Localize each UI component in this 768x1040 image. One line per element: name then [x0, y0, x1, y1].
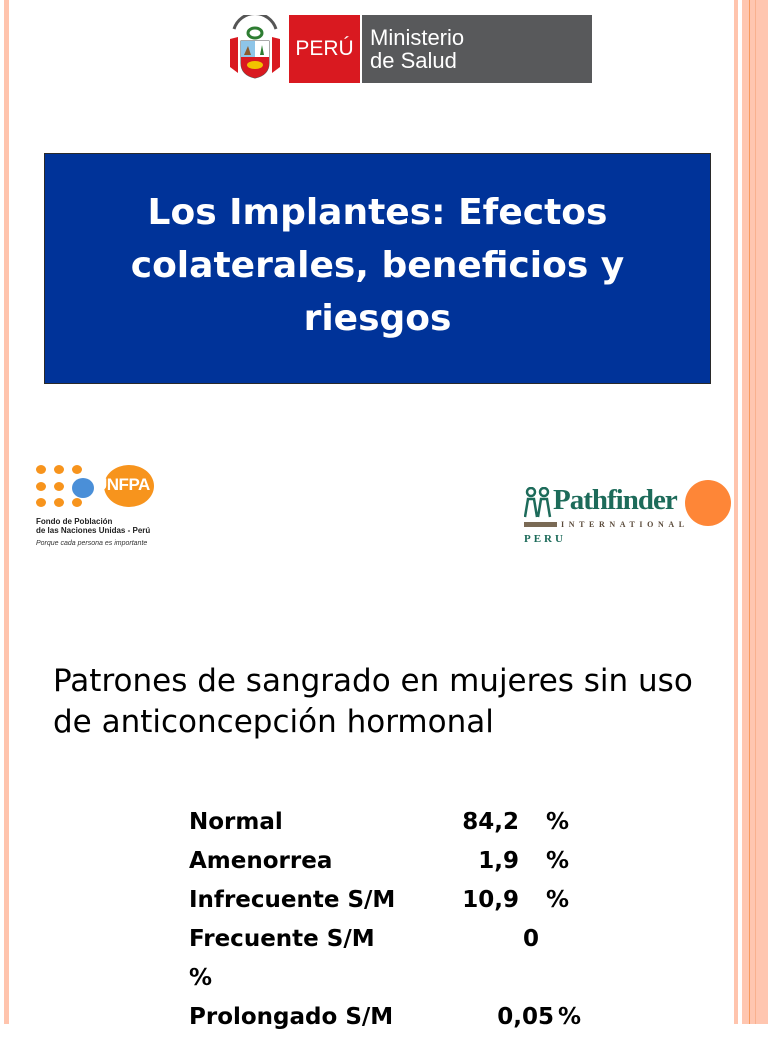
pathfinder-wordmark: Pathfinder [553, 484, 678, 516]
decorative-orange-circle [685, 480, 731, 526]
unfpa-wordmark: UNFPA [95, 475, 150, 494]
stat-label: Prolongado S/M [189, 1004, 394, 1030]
logo-dot [36, 482, 46, 491]
ministry-of-health-logo: PERÚ Ministerio de Salud [224, 12, 592, 83]
unfpa-name-line-2: de las Naciones Unidas - Perú [36, 526, 151, 535]
pathfinder-international: INTERNATIONAL [561, 520, 689, 529]
stat-label: Frecuente S/M [189, 926, 375, 952]
country-label: PERÚ [295, 37, 354, 60]
ministry-line-1: Ministerio [370, 25, 465, 50]
stat-label: Infrecuente S/M [189, 887, 396, 913]
logo-dot [36, 465, 46, 474]
pathfinder-figures-icon [523, 486, 552, 525]
stat-label: Normal [189, 809, 283, 835]
unfpa-logo: UNFPA Fondo de Población de las Naciones… [34, 463, 204, 553]
title-box: Los Implantes: Efectos colaterales, bene… [44, 153, 711, 384]
stat-value: 1,9 [478, 848, 519, 874]
logo-dot [72, 498, 82, 507]
right-border-line [749, 0, 750, 1024]
logo-dot [36, 498, 46, 507]
unfpa-name-line-1: Fondo de Población [36, 517, 113, 526]
un-emblem-icon [72, 478, 94, 498]
unfpa-oval [104, 465, 154, 507]
logo-dot [54, 482, 64, 491]
stat-unit: % [546, 848, 570, 874]
logo-dot [72, 465, 82, 474]
left-border-stripe [4, 0, 9, 1024]
pathfinder-logo: Pathfinder INTERNATIONAL PERU [523, 484, 684, 548]
peru-coat-of-arms-icon [224, 12, 286, 83]
stat-value: 0,05 [497, 1004, 554, 1030]
stat-value: 10,9 [462, 887, 519, 913]
unfpa-tagline: Porque cada persona es importante [36, 540, 148, 547]
content-subtitle: Patrones de sangrado en mujeres sin uso … [53, 663, 693, 740]
ministry-name-block: Ministerio de Salud [362, 15, 592, 83]
logo-dot [54, 465, 64, 474]
stat-value: 0 [522, 926, 539, 952]
pathfinder-bar [524, 522, 557, 527]
pathfinder-country: PERU [524, 533, 566, 545]
stat-unit: % [546, 887, 570, 913]
peru-brand-block: PERÚ [289, 15, 360, 83]
logo-dot [54, 498, 64, 507]
ministry-line-2: de Salud [370, 48, 457, 73]
slide-title: Los Implantes: Efectos colaterales, bene… [130, 192, 625, 339]
stat-label: Amenorrea [189, 848, 333, 874]
stat-unit: % [546, 809, 570, 835]
right-border-thin-stripe [734, 0, 738, 1024]
right-border-line [755, 0, 756, 1024]
stat-unit: % [189, 965, 213, 991]
stat-value: 84,2 [462, 809, 519, 835]
stat-unit: % [558, 1004, 582, 1030]
